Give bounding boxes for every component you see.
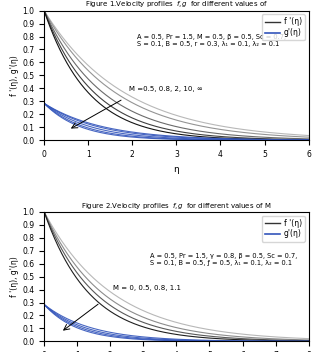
Text: A = 0.5, Pr = 1.5, γ = 0.8, β = 0.5, Sc = 0.7,
S = 0.1, B = 0.5, ƒ = 0.5, λ₁ = 0: A = 0.5, Pr = 1.5, γ = 0.8, β = 0.5, Sc … bbox=[150, 253, 297, 266]
Title: Figure 2.Velocity profiles  $f$,$g$  for different values of M: Figure 2.Velocity profiles $f$,$g$ for d… bbox=[81, 201, 272, 210]
Legend: f '(η), g'(η): f '(η), g'(η) bbox=[261, 14, 305, 40]
Y-axis label: f '(η), g'(η): f '(η), g'(η) bbox=[10, 55, 20, 96]
Y-axis label: f '(η), g'(η): f '(η), g'(η) bbox=[10, 256, 20, 297]
Text: M =0.5, 0.8, 2, 10, ∞: M =0.5, 0.8, 2, 10, ∞ bbox=[129, 86, 203, 92]
Legend: f '(η), g'(η): f '(η), g'(η) bbox=[261, 215, 305, 241]
Title: Figure 1.Velocity profiles  $f$,$g$  for different values of: Figure 1.Velocity profiles $f$,$g$ for d… bbox=[85, 0, 268, 10]
Text: A = 0.5, Pr = 1.5, M = 0.5, β = 0.5, Sc = 0.7,
S = 0.1, B = 0.5, r = 0.3, λ₁ = 0: A = 0.5, Pr = 1.5, M = 0.5, β = 0.5, Sc … bbox=[137, 34, 286, 47]
X-axis label: η: η bbox=[174, 165, 179, 174]
Text: M = 0, 0.5, 0.8, 1.1: M = 0, 0.5, 0.8, 1.1 bbox=[113, 284, 181, 290]
